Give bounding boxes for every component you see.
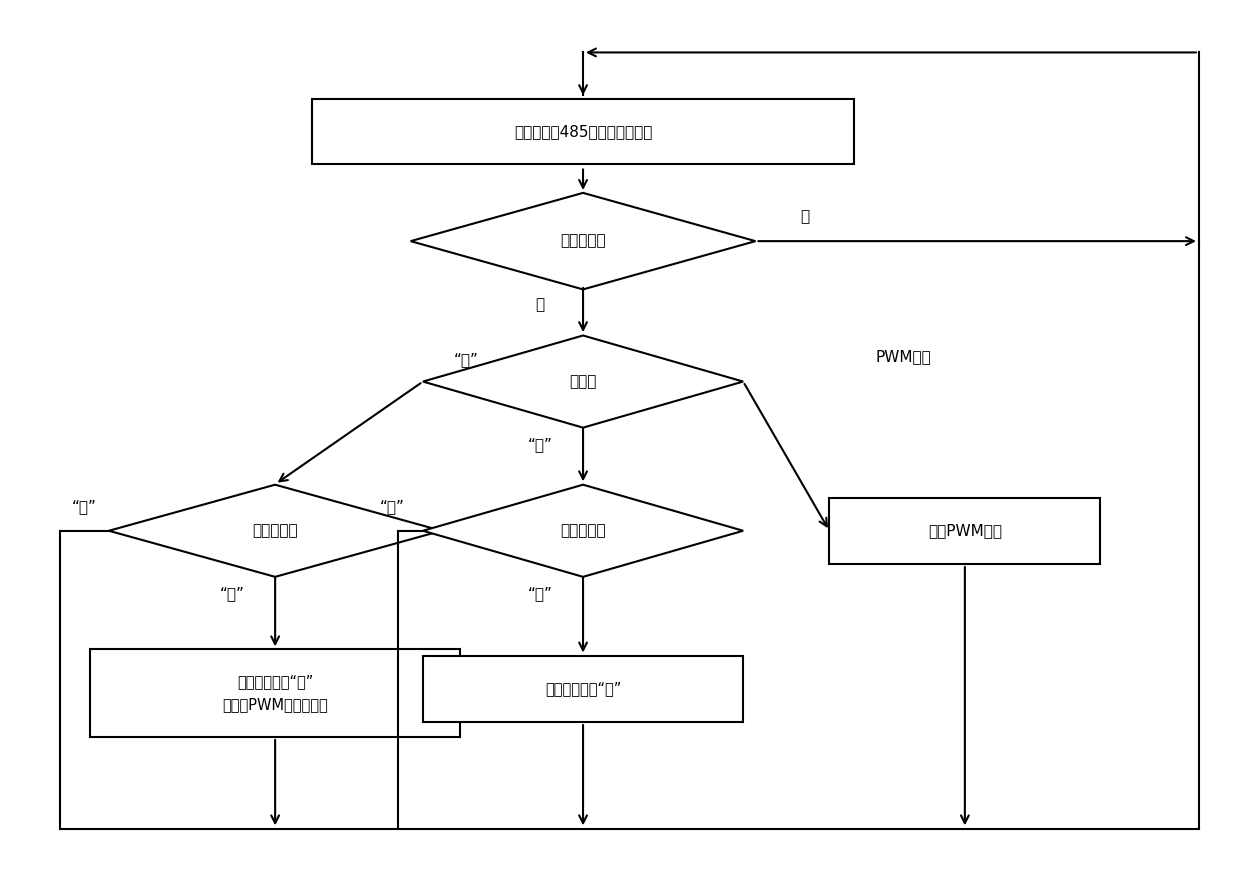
Text: 当前状态设为“开”
初始化PWM生成计时器: 当前状态设为“开” 初始化PWM生成计时器 xyxy=(222,674,329,711)
Polygon shape xyxy=(423,336,743,428)
Polygon shape xyxy=(423,485,743,577)
Text: “关”: “关” xyxy=(219,587,244,602)
Polygon shape xyxy=(410,193,755,290)
Text: “关”: “关” xyxy=(379,499,404,514)
FancyBboxPatch shape xyxy=(91,649,460,737)
Text: “开”: “开” xyxy=(454,352,479,367)
Text: 否: 否 xyxy=(800,209,810,224)
Polygon shape xyxy=(109,485,441,577)
FancyBboxPatch shape xyxy=(830,498,1100,563)
Text: 侦听并接收485总线上的广播帧: 侦听并接收485总线上的广播帧 xyxy=(513,124,652,139)
Text: 修改PWM参数: 修改PWM参数 xyxy=(928,524,1002,539)
Text: PWM参数: PWM参数 xyxy=(875,349,931,364)
Text: 当前状态？: 当前状态？ xyxy=(252,524,298,539)
Text: “关”: “关” xyxy=(527,438,552,452)
FancyBboxPatch shape xyxy=(312,98,854,164)
FancyBboxPatch shape xyxy=(423,656,743,722)
Text: 当前状态？: 当前状态？ xyxy=(560,524,606,539)
Text: 命令？: 命令？ xyxy=(569,374,596,389)
Text: 是: 是 xyxy=(536,297,544,312)
Text: “开”: “开” xyxy=(72,499,97,514)
Text: “开”: “开” xyxy=(527,587,552,602)
Text: 发给本站？: 发给本站？ xyxy=(560,234,606,249)
Text: 当前状态设为“关”: 当前状态设为“关” xyxy=(544,681,621,696)
